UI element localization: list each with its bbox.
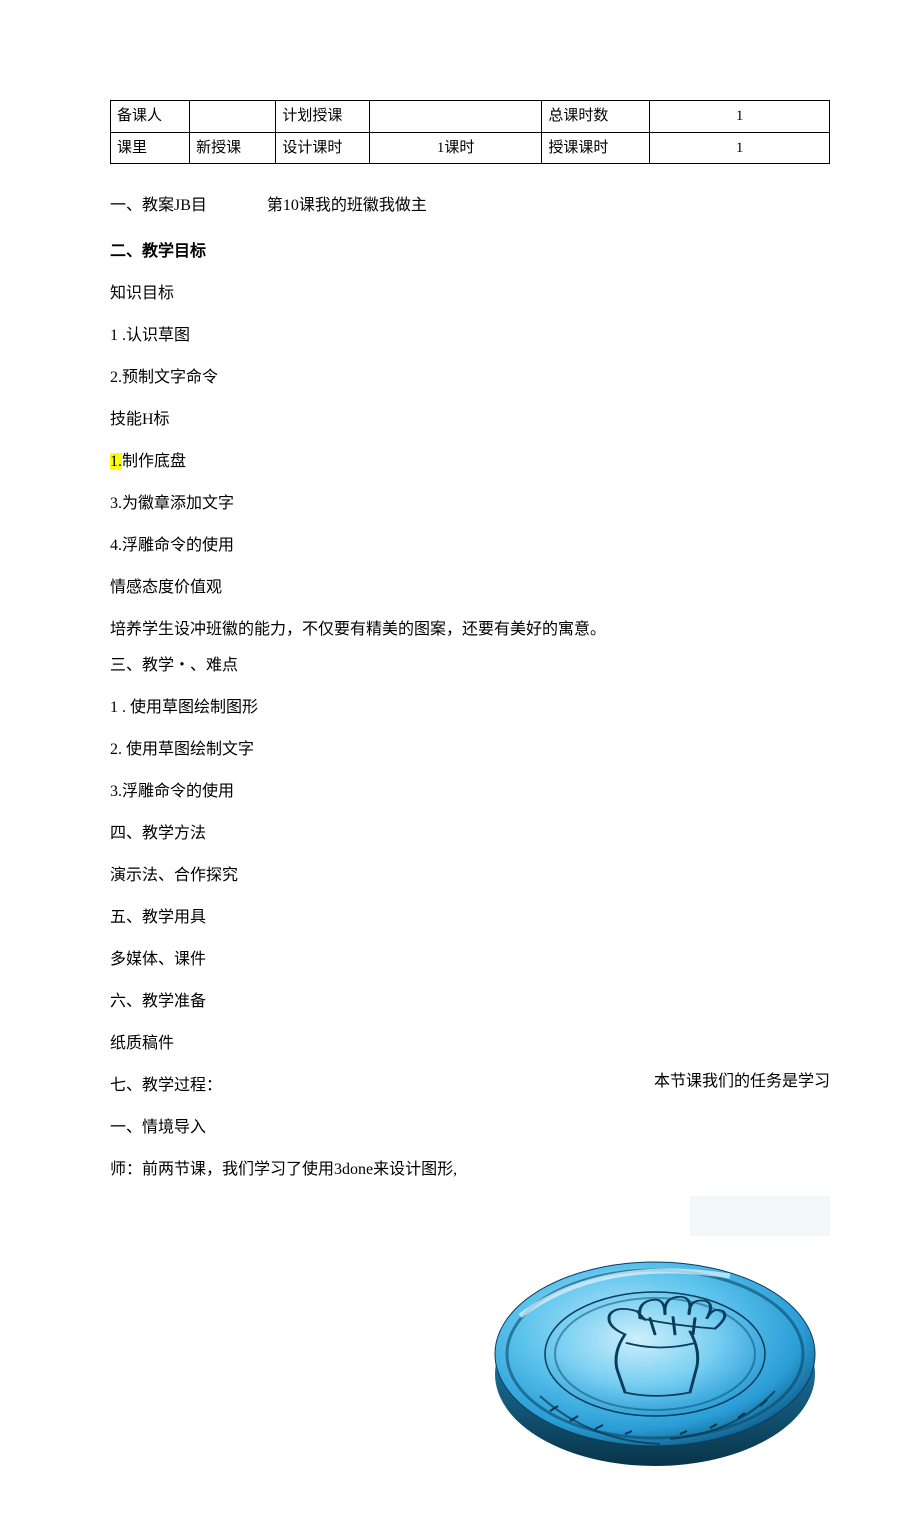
cell-r1c2 — [190, 101, 276, 133]
d2: 2. 使用草图绘制文字 — [110, 734, 830, 766]
section1-value: 第10课我的班徽我做主 — [267, 194, 427, 218]
cell-r1c4 — [369, 101, 542, 133]
section-1: 一、教案JB目 第10课我的班徽我做主 — [110, 194, 830, 218]
k1: 1 .认识草图 — [110, 320, 830, 352]
sub1-title: 一、情境导入 — [110, 1112, 830, 1144]
section4-title: 四、教学方法 — [110, 818, 830, 850]
knowledge-title: 知识目标 — [110, 278, 830, 310]
teacher-line: 师：前两节课，我们学习了使用3done来设计图形, — [110, 1154, 830, 1186]
section5-text: 多媒体、课件 — [110, 944, 830, 976]
info-table: 备课人 计划授课 总课时数 1 课里 新授课 设计课时 1课时 授课课时 1 — [110, 100, 830, 164]
s1-rest: 制作底盘 — [122, 453, 186, 470]
section3-title: 三、教学・、难点 — [110, 650, 830, 682]
s3: 3.为徽章添加文字 — [110, 488, 830, 520]
section5-title: 五、教学用具 — [110, 902, 830, 934]
cell-r2c4: 1课时 — [369, 132, 542, 164]
cell-r2c2: 新授课 — [190, 132, 276, 164]
d3: 3.浮雕命令的使用 — [110, 776, 830, 808]
section6-text: 纸质稿件 — [110, 1028, 830, 1060]
section4-text: 演示法、合作探究 — [110, 860, 830, 892]
badge-disc-illustration — [480, 1196, 830, 1496]
cell-r2c3: 设计课时 — [276, 132, 369, 164]
cell-r2c6: 1 — [650, 132, 830, 164]
cell-r1c6: 1 — [650, 101, 830, 133]
s1: 1.制作底盘 — [110, 446, 830, 478]
d1: 1 . 使用草图绘制图形 — [110, 692, 830, 724]
badge-image-area — [110, 1196, 830, 1496]
cell-r1c5: 总课时数 — [542, 101, 650, 133]
right-learn-text: 本节课我们的任务是学习 — [654, 1070, 830, 1094]
section2-title: 二、教学目标 — [110, 236, 830, 268]
section6-title: 六、教学准备 — [110, 986, 830, 1018]
cell-r2c5: 授课课时 — [542, 132, 650, 164]
cell-r1c3: 计划授课 — [276, 101, 369, 133]
attitude-text: 培养学生设冲班徽的能力，不仅要有精美的图案，还要有美好的寓意。 — [110, 614, 830, 646]
cell-r2c1: 课里 — [111, 132, 190, 164]
cell-r1c1: 备课人 — [111, 101, 190, 133]
section1-label: 一、教案JB目 — [110, 194, 207, 218]
attitude-title: 情感态度价值观 — [110, 572, 830, 604]
skill-title: 技能H标 — [110, 404, 830, 436]
k2: 2.预制文字命令 — [110, 362, 830, 394]
s1-highlight: 1. — [110, 453, 122, 470]
s4: 4.浮雕命令的使用 — [110, 530, 830, 562]
